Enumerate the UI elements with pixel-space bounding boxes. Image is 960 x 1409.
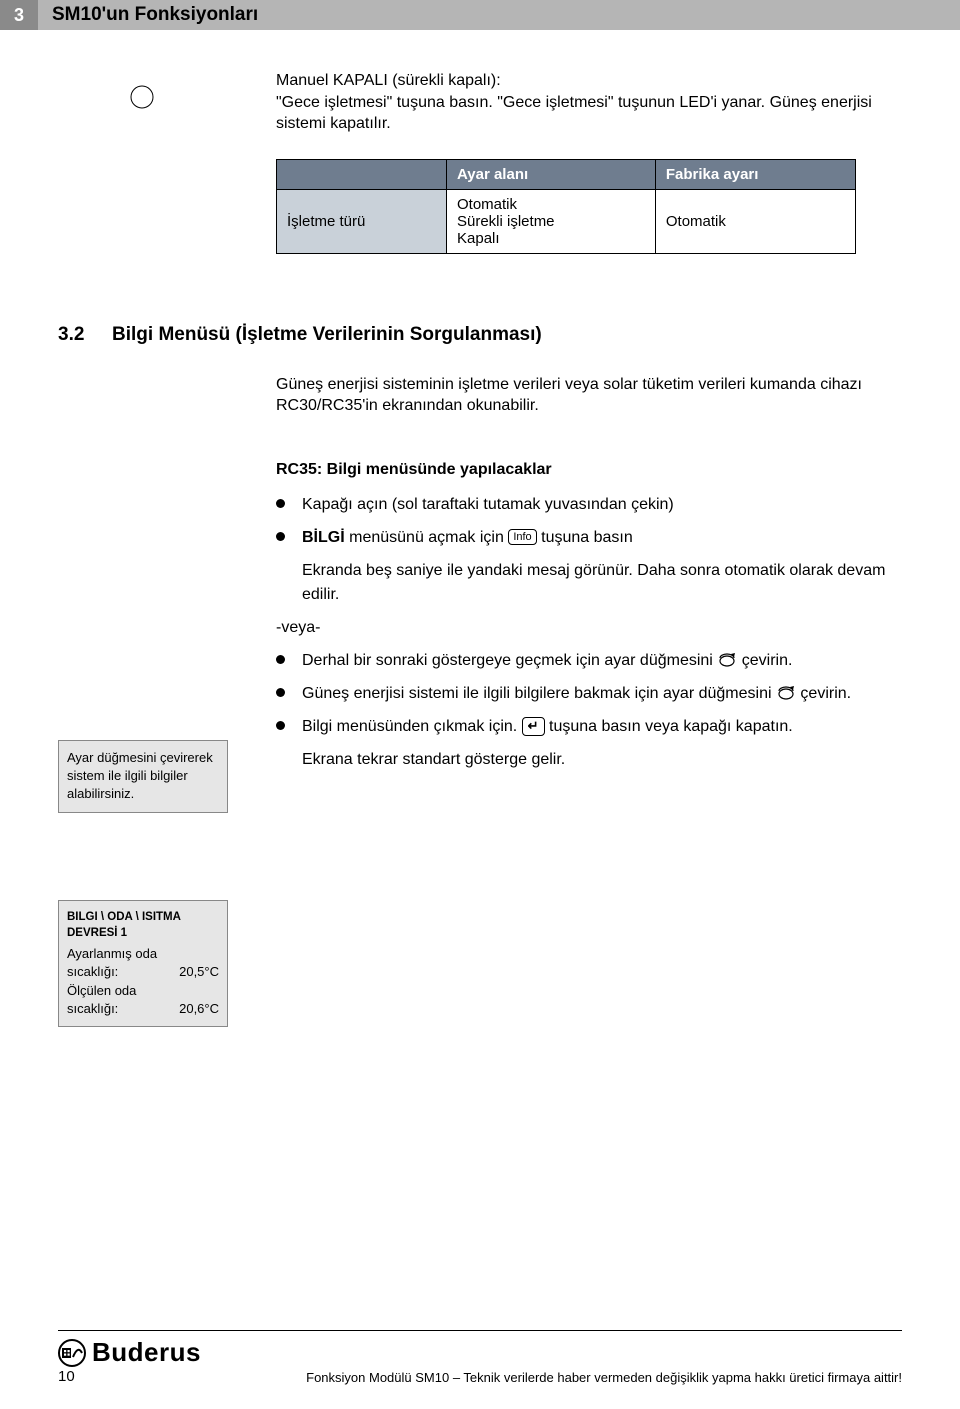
table-head-blank [277,159,447,189]
knob-icon [776,683,796,701]
sidebox2-r4-label: sıcaklığı: [67,1000,118,1018]
sidebox-display: BILGI \ ODA \ ISITMA DEVRESİ 1 Ayarlanmı… [58,900,228,1027]
table-row-default: Otomatik [655,189,855,253]
section-title-text: Bilgi Menüsü (İşletme Verilerinin Sorgul… [112,324,542,346]
brand-name: Buderus [92,1337,201,1368]
rc35-heading: RC35: Bilgi menüsünde yapılacaklar [276,461,902,479]
brand-logo: Buderus [58,1337,201,1368]
bullet-3: Derhal bir sonraki göstergeye geçmek içi… [276,649,902,672]
section-heading: 3.2 Bilgi Menüsü (İşletme Verilerinin So… [58,324,902,346]
b2-post: tuşuna basın [537,529,633,546]
b4-post: çevirin. [796,685,851,702]
logo-icon [58,1339,86,1367]
page-footer: Buderus 10 Fonksiyon Modülü SM10 – Tekni… [58,1330,902,1385]
intro-line2: "Gece işletmesi" tuşuna basın. "Gece işl… [276,92,902,135]
bullet-5: Bilgi menüsünden çıkmak için. ↵ tuşuna b… [276,715,902,738]
table-head-col2: Ayar alanı [447,159,656,189]
b3-pre: Derhal bir sonraki göstergeye geçmek içi… [302,652,717,669]
page-number: 10 [58,1368,201,1385]
bullet-2: BİLGİ menüsünü açmak için Info tuşuna ba… [276,526,902,549]
sidebox-hint: Ayar düğmesini çevirerek sistem ile ilgi… [58,740,228,813]
sidebox2-r2-val: 20,5°C [179,963,219,981]
table-head-col3: Fabrika ayarı [655,159,855,189]
b3-post: çevirin. [737,652,792,669]
b5-sub: Ekrana tekrar standart gösterge gelir. [276,748,902,771]
chapter-number: 3 [0,0,38,30]
bullet-1: Kapağı açın (sol taraftaki tutamak yuvas… [276,493,902,516]
table-row-options: Otomatik Sürekli işletme Kapalı [447,189,656,253]
section-body: Güneş enerjisi sisteminin işletme verile… [276,374,902,417]
b4-pre: Güneş enerjisi sistemi ile ilgili bilgil… [302,685,776,702]
back-button-icon: ↵ [522,717,545,736]
table-row-label: İşletme türü [277,189,447,253]
sidebox2-r4: sıcaklığı: 20,6°C [67,1000,219,1018]
sidebox2-r4-val: 20,6°C [179,1000,219,1018]
or-separator: -veya- [276,616,902,639]
b5-pre: Bilgi menüsünden çıkmak için. [302,718,522,735]
b2-mid: menüsünü açmak için [345,529,509,546]
chapter-title: SM10'un Fonksiyonları [38,0,960,30]
sidebox2-r1: Ayarlanmış oda [67,945,219,963]
b5-post: tuşuna basın veya kapağı kapatın. [545,718,793,735]
moon-icon [130,85,154,109]
b2-bold: BİLGİ [302,529,345,546]
section-number: 3.2 [58,324,112,346]
table-opt2: Sürekli işletme [457,213,645,230]
table-opt3: Kapalı [457,230,645,247]
settings-table: Ayar alanı Fabrika ayarı İşletme türü Ot… [276,159,856,254]
chapter-header: 3 SM10'un Fonksiyonları [0,0,960,30]
instruction-list: Kapağı açın (sol taraftaki tutamak yuvas… [276,493,902,772]
sidebox2-r2: sıcaklığı: 20,5°C [67,963,219,981]
knob-icon [717,650,737,668]
sidebox2-r2-label: sıcaklığı: [67,963,118,981]
info-button-icon: Info [508,529,536,545]
b2-sub: Ekranda beş saniye ile yandaki mesaj gör… [276,559,902,605]
intro-block: Manuel KAPALI (sürekli kapalı): "Gece iş… [276,70,902,135]
footer-text: Fonksiyon Modülü SM10 – Teknik verilerde… [306,1370,902,1385]
bullet-4: Güneş enerjisi sistemi ile ilgili bilgil… [276,682,902,705]
sidebox2-title: BILGI \ ODA \ ISITMA DEVRESİ 1 [67,909,219,941]
sidebox2-r3: Ölçülen oda [67,982,219,1000]
table-opt1: Otomatik [457,196,645,213]
intro-line1: Manuel KAPALI (sürekli kapalı): [276,70,902,92]
